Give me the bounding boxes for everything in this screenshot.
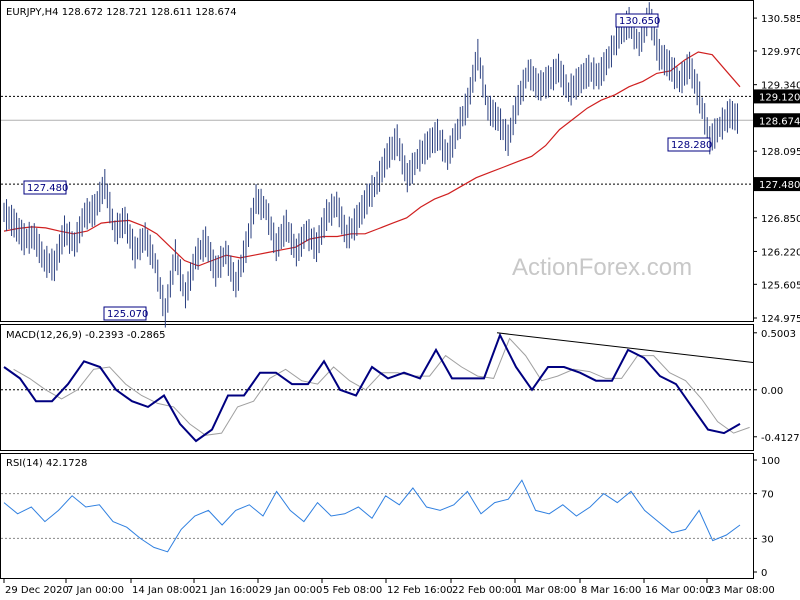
rsi-ytick-label: 0	[761, 568, 767, 579]
macd-ytick-label: -0.4127	[761, 433, 800, 444]
annotation-box	[103, 306, 147, 321]
x-tick-label: 1 Mar 08:00	[516, 585, 576, 596]
level-label-bg	[754, 89, 800, 104]
rsi-ytick-label: 30	[761, 534, 774, 545]
rsi-ytick-label: 70	[761, 490, 774, 501]
macd-ytick-label: 0.5003	[761, 329, 796, 340]
x-tick-label: 8 Mar 16:00	[581, 585, 641, 596]
macd-trendline	[496, 332, 754, 363]
price-ytick-label: 129.340	[761, 81, 800, 92]
price-header: EURJPY,H4 128.672 128.721 128.611 128.67…	[6, 7, 237, 18]
rsi-panel: 100 70 30 0	[1, 456, 780, 579]
last-price-bg	[754, 113, 800, 128]
last-price-label: 128.674	[759, 116, 800, 127]
x-tick-label: 22 Feb 00:00	[452, 585, 518, 596]
x-tick-label: 14 Jan 08:00	[132, 585, 195, 596]
annotation-box	[615, 13, 659, 28]
watermark-text: ActionForex.com	[512, 254, 692, 281]
price-ytick-label: 129.970	[761, 47, 800, 58]
x-tick-label: 29 Jan 00:00	[259, 585, 322, 596]
macd-ytick-label: 0.00	[761, 386, 783, 397]
x-tick-label: 7 Jan 00:00	[67, 585, 124, 596]
macd-panel: 0.5003 0.00 -0.4127	[1, 329, 800, 444]
x-tick-label: 5 Feb 08:00	[323, 585, 382, 596]
macd-line	[3, 332, 741, 443]
moving-average-line	[3, 51, 741, 267]
annotation-label: 130.650	[619, 16, 660, 27]
price-panel: 130.585129.970129.340128.715128.095127.4…	[1, 2, 800, 328]
rsi-line	[3, 479, 741, 553]
macd-panel-frame	[0, 324, 754, 451]
rsi-panel-frame	[0, 453, 754, 579]
price-ytick-label: 126.220	[761, 247, 800, 258]
annotation-box	[23, 180, 67, 195]
annotation-box	[667, 137, 711, 152]
price-ytick-label: 126.850	[761, 214, 800, 225]
macd-signal-line	[13, 337, 750, 436]
rsi-ytick-label: 100	[761, 456, 780, 467]
price-ytick-label: 124.975	[761, 314, 800, 325]
x-tick-label: 23 Mar 08:00	[708, 585, 775, 596]
x-tick-label: 16 Mar 00:00	[645, 585, 712, 596]
level-label: 129.120	[759, 92, 800, 103]
level-label: 127.480	[759, 180, 800, 191]
rsi-header: RSI(14) 42.1728	[6, 458, 87, 469]
price-ytick-label: 128.095	[761, 147, 800, 158]
x-tick-label: 12 Feb 16:00	[387, 585, 453, 596]
price-ytick-label: 130.585	[761, 14, 800, 25]
annotation-label: 125.070	[107, 309, 148, 320]
price-ytick-label: 125.605	[761, 280, 800, 291]
x-tick-label: 21 Jan 16:00	[195, 585, 258, 596]
annotation-label: 128.280	[671, 140, 712, 151]
x-tick-label: 29 Dec 2020	[5, 585, 69, 596]
level-label-bg	[754, 177, 800, 192]
annotation-label: 127.480	[27, 183, 68, 194]
macd-header: MACD(12,26,9) -0.2393 -0.2865	[6, 330, 166, 341]
price-panel-frame	[0, 0, 754, 322]
